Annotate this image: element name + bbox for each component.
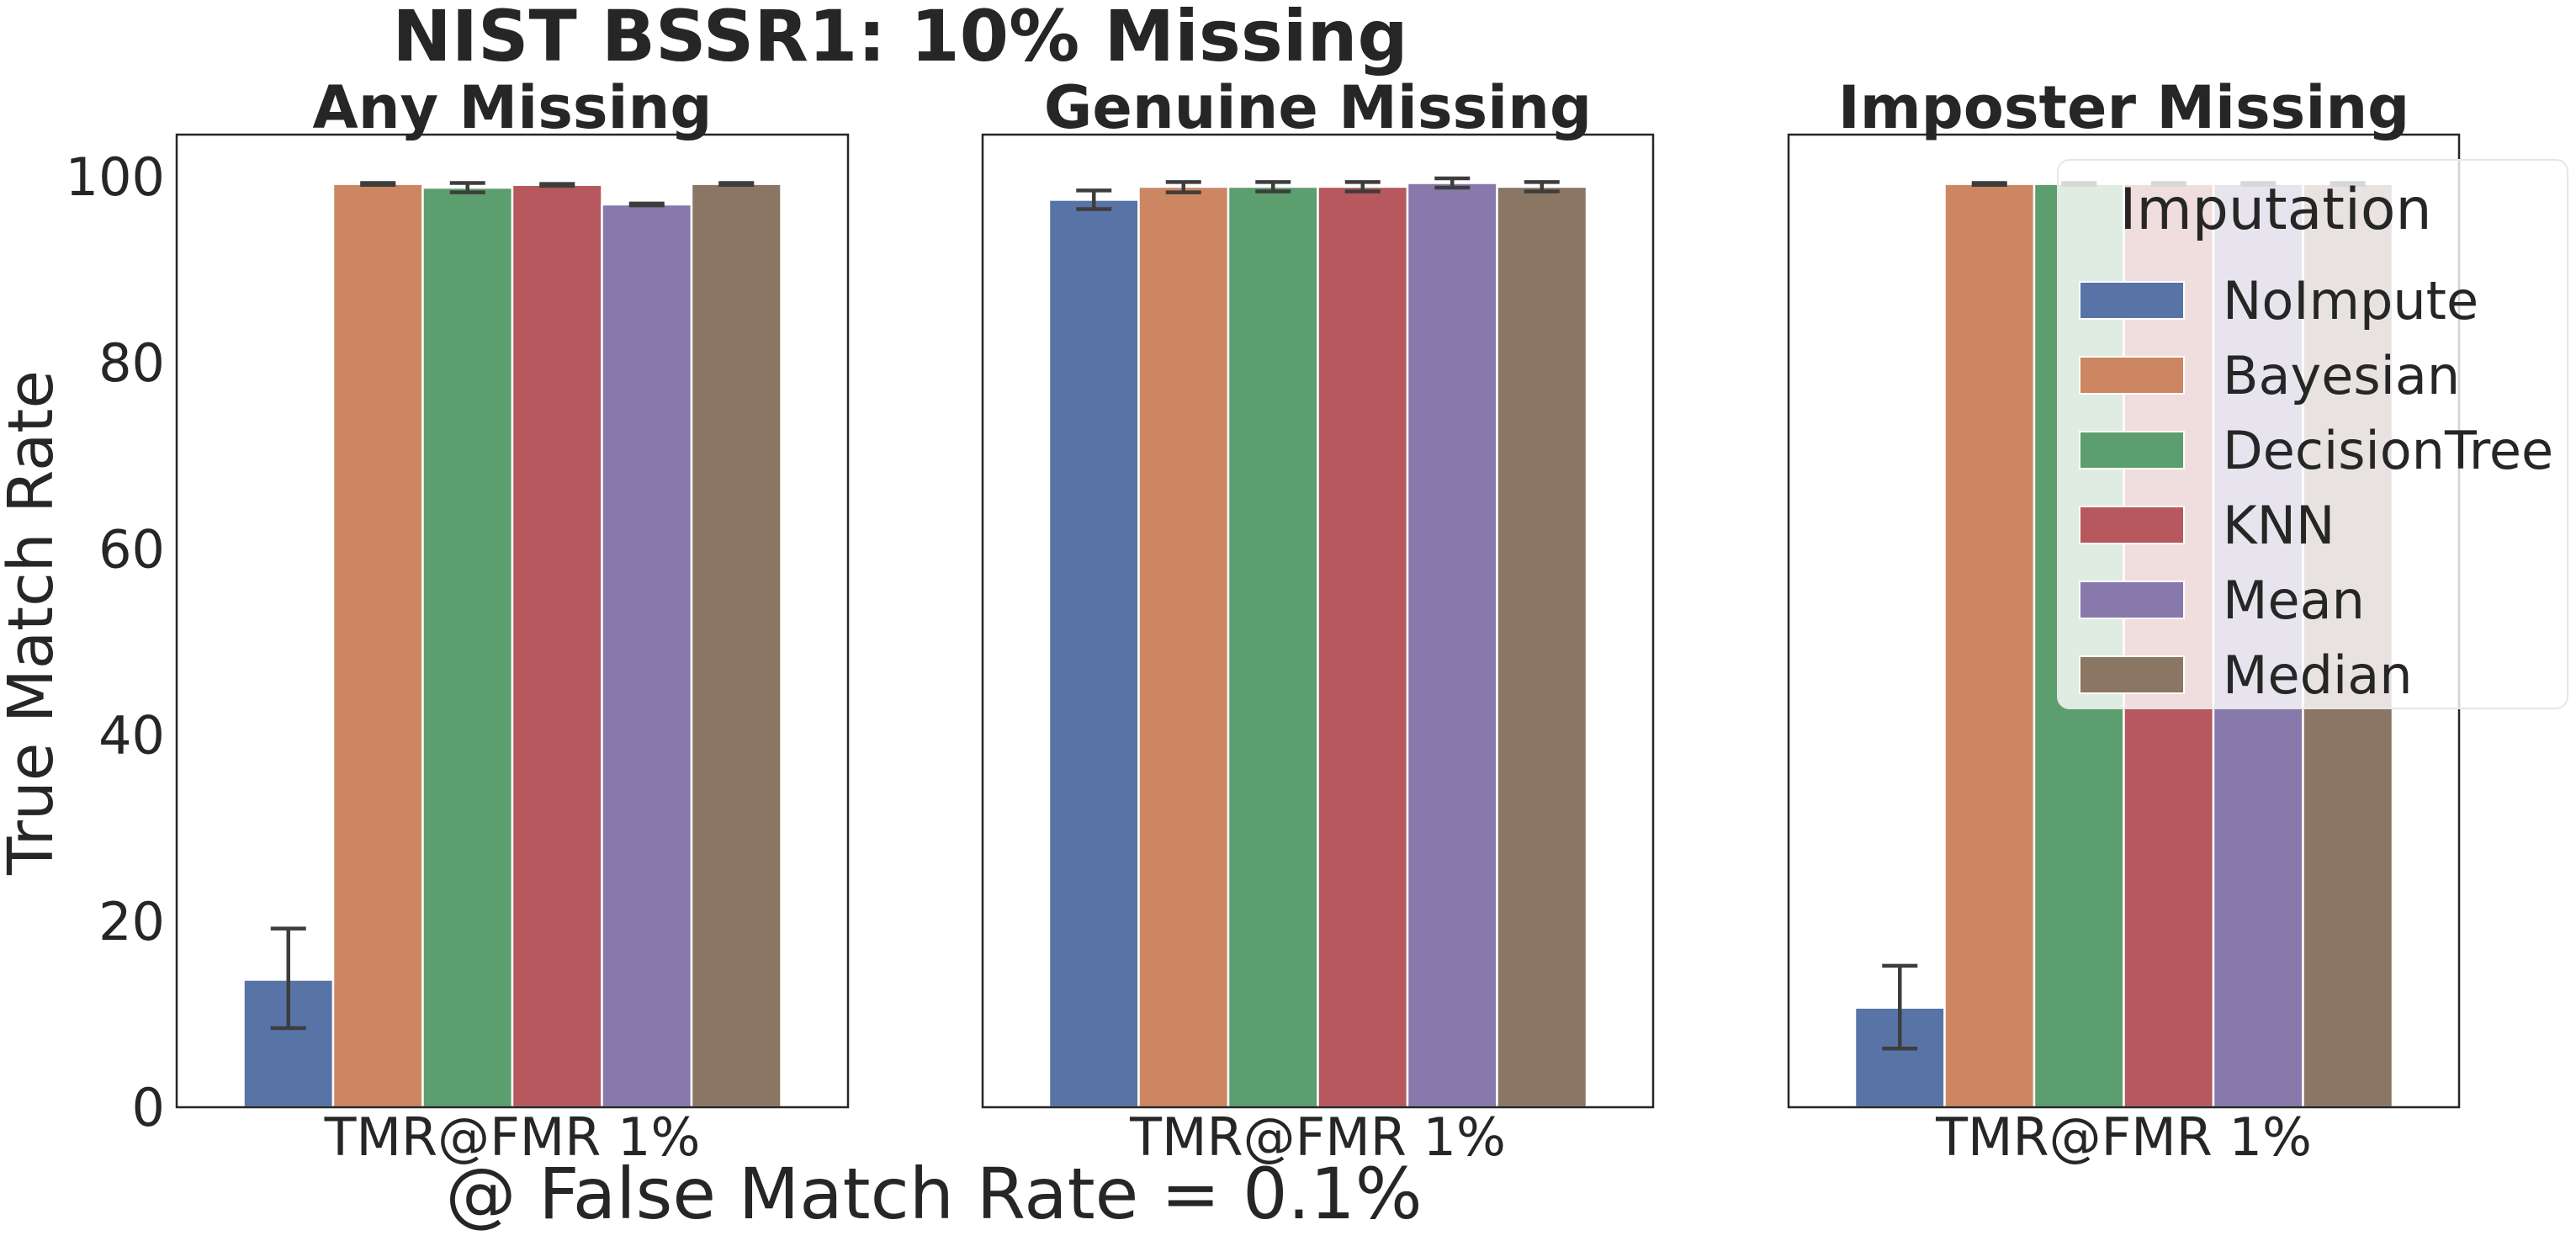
- legend: Imputation NoImpute Bayesian DecisionTree KN…: [2057, 159, 2568, 709]
- y-tick-label: 100: [66, 146, 165, 208]
- legend-label: DecisionTree: [2223, 420, 2553, 481]
- legend-swatch: [2079, 356, 2185, 395]
- y-tick-label: 80: [98, 332, 165, 394]
- y-tick-label: 60: [98, 518, 165, 580]
- error-bar-knn: [1344, 180, 1381, 194]
- error-bar-bayesian: [1165, 180, 1201, 194]
- legend-swatch: [2079, 655, 2185, 694]
- legend-swatch: [2079, 431, 2185, 469]
- legend-label: KNN: [2223, 495, 2335, 556]
- legend-entry-decisiontree: DecisionTree: [2079, 420, 2553, 481]
- bar-knn: [511, 183, 603, 1109]
- bar-noimpute: [1047, 199, 1140, 1109]
- y-tick-label: 0: [132, 1077, 165, 1138]
- y-axis-label: True Match Rate: [0, 370, 67, 876]
- legend-entry-mean: Mean: [2079, 570, 2365, 631]
- legend-entry-median: Median: [2079, 644, 2413, 706]
- panel-title: Any Missing: [313, 73, 713, 142]
- legend-entry-bayesian: Bayesian: [2079, 345, 2460, 406]
- legend-swatch: [2079, 506, 2185, 544]
- y-tick-label: 40: [98, 705, 165, 766]
- error-bar-mean: [1434, 176, 1471, 190]
- panel-2: Genuine Missing TMR@FMR 1%: [981, 73, 1655, 1168]
- panel-title: Genuine Missing: [1044, 73, 1592, 142]
- legend-label: Median: [2223, 644, 2413, 706]
- legend-entry-noimpute: NoImpute: [2079, 270, 2478, 331]
- panel-frame: [175, 133, 850, 1109]
- error-bar-noimpute: [1882, 963, 1918, 1051]
- bar-median: [690, 183, 782, 1109]
- panel-frame: [981, 133, 1655, 1109]
- legend-title: Imputation: [2119, 177, 2431, 243]
- x-tick-label: TMR@FMR 1%: [1935, 1106, 2312, 1168]
- error-bar-bayesian: [360, 181, 396, 187]
- error-bar-median: [718, 181, 755, 187]
- legend-swatch: [2079, 281, 2185, 320]
- bar-decisiontree: [421, 186, 514, 1109]
- x-tick-label: TMR@FMR 1%: [1129, 1106, 1506, 1168]
- legend-label: Bayesian: [2223, 345, 2460, 406]
- figure-title: NIST BSSR1: 10% Missing: [392, 0, 1407, 77]
- legend-entry-knn: KNN: [2079, 495, 2335, 556]
- bar-bayesian: [1943, 183, 2036, 1109]
- bar-mean: [601, 203, 693, 1109]
- bar-bayesian: [331, 183, 424, 1109]
- error-bar-noimpute: [1076, 188, 1112, 211]
- legend-box: [2057, 159, 2568, 709]
- x-tick-label: TMR@FMR 1%: [324, 1106, 701, 1168]
- error-bar-knn: [539, 182, 575, 188]
- error-bar-median: [1524, 180, 1560, 194]
- error-bar-mean: [628, 201, 665, 208]
- error-bar-noimpute: [270, 926, 306, 1031]
- bar-median: [1496, 185, 1588, 1109]
- legend-label: NoImpute: [2223, 270, 2478, 331]
- legend-label: Mean: [2223, 570, 2365, 631]
- bar-knn: [1317, 185, 1409, 1109]
- x-axis-label: @ False Match Rate = 0.1%: [445, 1153, 1422, 1235]
- panel-1: Any Missing TMR@FMR 1% 0 20 40 60 80 100: [66, 73, 850, 1168]
- bar-decisiontree: [1227, 185, 1319, 1109]
- legend-swatch: [2079, 581, 2185, 619]
- bar-mean: [1406, 182, 1498, 1109]
- bar-bayesian: [1137, 185, 1230, 1109]
- error-bar-bayesian: [1971, 181, 2007, 187]
- error-bar-decisiontree: [1255, 180, 1291, 194]
- y-tick-label: 20: [98, 891, 165, 952]
- panel-title: Imposter Missing: [1838, 73, 2410, 142]
- error-bar-decisiontree: [449, 181, 485, 194]
